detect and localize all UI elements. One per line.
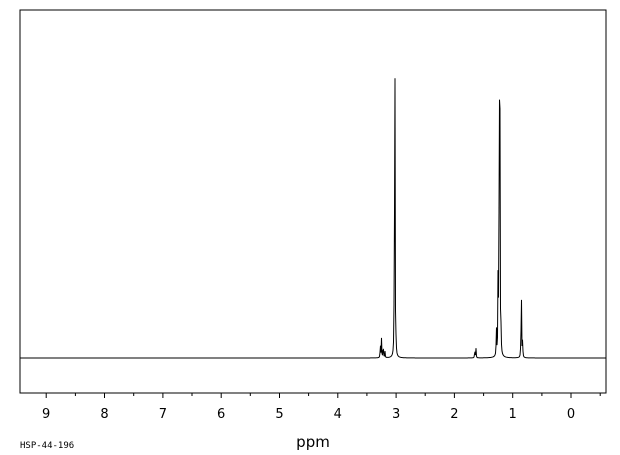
plot-frame xyxy=(19,9,607,394)
x-tick-label: 1 xyxy=(509,407,517,422)
x-tick-label: 9 xyxy=(42,407,50,422)
x-tick-label: 3 xyxy=(392,407,400,422)
x-tick-label: 8 xyxy=(100,407,108,422)
x-axis-tick-labels: 9 8 7 6 5 4 3 2 1 0 xyxy=(42,407,575,422)
x-tick-label: 5 xyxy=(275,407,283,422)
spectrum-code-label: HSP-44-196 xyxy=(20,441,74,451)
x-axis-title: ppm xyxy=(296,433,330,451)
x-tick-label: 7 xyxy=(159,407,167,422)
x-axis-ticks xyxy=(45,393,601,398)
x-tick-label: 2 xyxy=(450,407,458,422)
x-tick-label: 0 xyxy=(567,407,575,422)
spectrum-trace xyxy=(20,78,606,359)
x-tick-label: 6 xyxy=(217,407,225,422)
x-tick-label: 4 xyxy=(334,407,342,422)
